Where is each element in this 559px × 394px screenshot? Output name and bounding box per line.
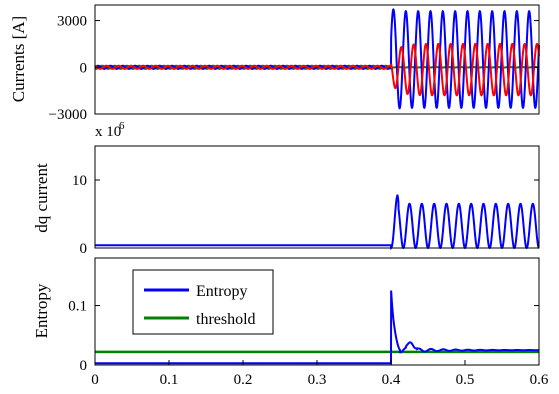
x-tick-label: 0.5 xyxy=(456,372,475,388)
dq-series-group xyxy=(95,194,540,251)
x-tick-label: 0.2 xyxy=(234,372,253,388)
legend-label-threshold: threshold xyxy=(196,311,256,328)
dq-y-ticks: 0 10 xyxy=(72,173,539,257)
dq-y-axis-label: dq current xyxy=(32,163,51,233)
dq-axes-frame xyxy=(94,145,540,249)
y-tick-label: 10 xyxy=(72,173,87,189)
y-tick-label: 0 xyxy=(80,60,88,76)
y-tick-label: −3000 xyxy=(49,107,87,123)
y-tick-label: 3000 xyxy=(57,14,87,30)
dq-current-panel: 0 10 dq current xyxy=(32,145,540,257)
x-tick-label: 0 xyxy=(91,372,99,388)
legend: Entropy threshold xyxy=(132,269,274,335)
entropy-y-axis-label: Entropy xyxy=(32,283,51,338)
legend-box xyxy=(132,269,274,335)
y-tick-label: 0.1 xyxy=(68,299,87,315)
x-tick-label: 0.1 xyxy=(160,372,179,388)
x-tick-label: 0.6 xyxy=(530,372,549,388)
currents-series-line xyxy=(94,8,540,110)
currents-panel: −3000 0 3000 Currents [A] xyxy=(9,4,540,123)
currents-series-line xyxy=(94,42,540,97)
currents-series-group xyxy=(94,8,540,110)
entropy-y-ticks: 00.1 xyxy=(68,299,539,374)
entropy-panel: 00.1 0 0.1 0.2 0.3 0.4 0.5 0.6 Entropy Entropy… xyxy=(32,257,549,388)
dq-scale-note: x 10 6 xyxy=(95,120,125,140)
x-tick-label: 0.3 xyxy=(308,372,327,388)
y-tick-label: 0 xyxy=(80,358,88,374)
dq-current-series-line xyxy=(95,194,540,251)
dq-scale-exponent: 6 xyxy=(119,120,125,132)
x-tick-label: 0.4 xyxy=(382,372,401,388)
entropy-x-ticks: 0 0.1 0.2 0.3 0.4 0.5 0.6 xyxy=(91,360,549,388)
y-tick-label: 0 xyxy=(80,241,88,257)
legend-label-entropy: Entropy xyxy=(196,283,248,300)
currents-y-ticks: −3000 0 3000 xyxy=(49,14,539,123)
currents-y-axis-label: Currents [A] xyxy=(9,16,28,102)
currents-axes-frame xyxy=(94,4,540,115)
dq-scale-base: x 10 xyxy=(95,124,121,140)
